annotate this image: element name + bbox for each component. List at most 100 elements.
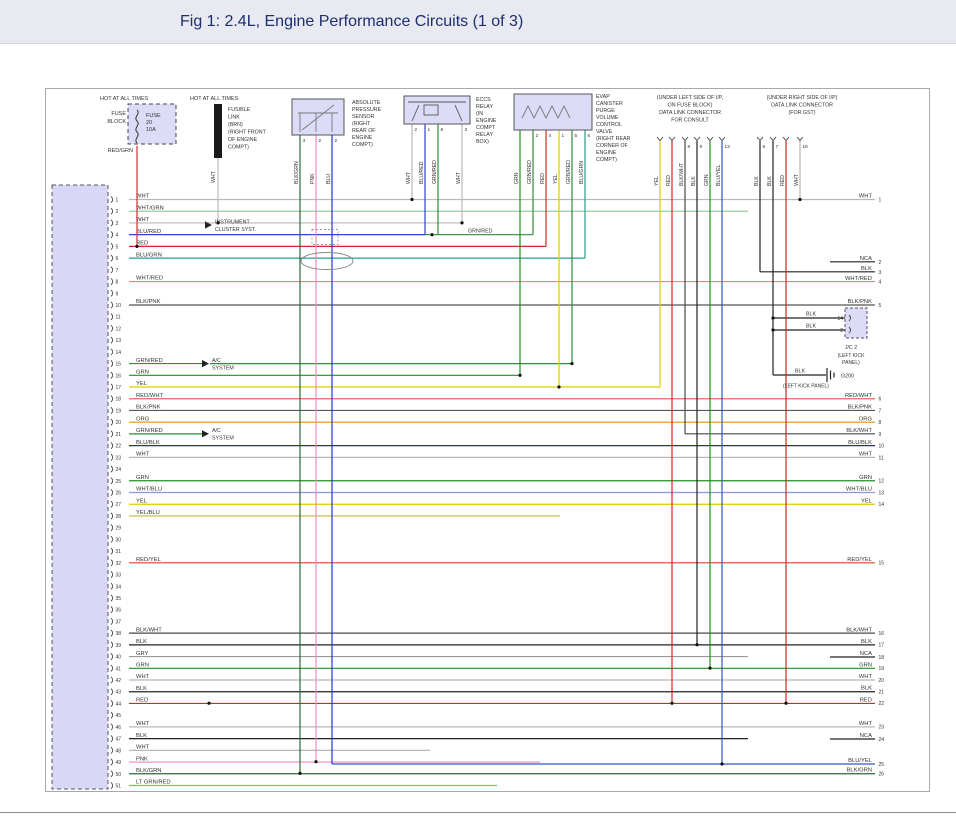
right-pin-wire-label: BLK [861, 266, 872, 272]
instrument-cluster-label: CLUSTER SYST. [215, 227, 256, 233]
left-pin-number: 36 [116, 608, 122, 614]
pin-bracket [110, 524, 114, 532]
left-pin-number: 41 [116, 666, 122, 672]
left-pin-number: 10 [116, 303, 122, 309]
left-pin-number: 45 [116, 713, 122, 719]
drop-wire-label: GRN [514, 172, 520, 184]
left-pin-wire-label: GRN [136, 370, 149, 376]
pin-bracket [110, 442, 114, 450]
left-pin-number: 21 [116, 432, 122, 438]
left-pin-number: 37 [116, 619, 122, 625]
right-pin-number: 20 [879, 678, 885, 684]
drop-wire-label: PNK [310, 173, 316, 184]
fuse-symbol-icon [135, 109, 139, 144]
pin-bracket [110, 430, 114, 438]
right-pin-number: 2 [879, 260, 882, 266]
drop-wire-label: WHT [456, 171, 462, 184]
left-pin-wire-label: PNK [136, 756, 148, 762]
left-pin-wire-label: BLK [136, 733, 147, 739]
connector-pin-tick [681, 136, 689, 142]
drop-pin-number: 4 [549, 133, 552, 139]
evap-valve-label: CORNER OF [596, 143, 629, 149]
left-pin-wire-label: GRN/RED [136, 428, 163, 434]
right-pin-wire-label: BLU/YEL [848, 758, 873, 764]
pin-bracket [110, 688, 114, 696]
right-pin-number: 25 [879, 762, 885, 768]
left-pin-wire-label: YEL/BLU [136, 510, 160, 516]
left-pin-wire-label: WHT/GRN [136, 205, 164, 211]
dlc-gst-label: (UNDER RIGHT SIDE OF I/P) [767, 95, 838, 101]
right-pin-wire-label: GRN [859, 475, 872, 481]
fuse-rating-label: FUSE [146, 113, 161, 119]
left-pin-number: 17 [116, 385, 122, 391]
left-pin-number: 15 [116, 362, 122, 368]
junction-dot [314, 760, 318, 764]
drop-pin-number: 1 [428, 127, 431, 133]
pin-bracket [848, 314, 851, 322]
left-pin-wire-label: BLU/BLK [136, 440, 160, 446]
connector-pin-tick [782, 136, 790, 142]
drop-pin-number: 6 [588, 133, 591, 139]
left-pin-number: 9 [116, 291, 119, 297]
connector-pin-tick [718, 136, 726, 142]
left-pin-number: 3 [116, 221, 119, 227]
pin-bracket [110, 348, 114, 356]
relay-coil-icon [423, 104, 439, 116]
pin-bracket [110, 266, 114, 274]
pressure-sensor-label: (RIGHT [352, 121, 371, 127]
left-pin-number: 25 [116, 479, 122, 485]
eccs-relay-label: RELAY [476, 104, 493, 110]
dlc-consult-label: ON FUSE BLOCK) [668, 103, 713, 109]
left-pin-number: 19 [116, 408, 122, 414]
left-pin-number: 30 [116, 537, 122, 543]
dlc-gst-label: (FOR GST) [788, 110, 815, 116]
jc2-name-label: J/C 2 [845, 345, 857, 351]
pin-bracket [110, 711, 114, 719]
pin-bracket [110, 301, 114, 309]
junction-dot [557, 385, 561, 389]
jc2-pin-number: 14 [837, 316, 843, 322]
pin-bracket [110, 664, 114, 672]
drop-wire-label: WHT [794, 173, 800, 186]
fusible-link-label: (BRN) [228, 122, 243, 128]
pressure-sensor-label: SENSOR [352, 114, 375, 120]
pin-bracket [110, 723, 114, 731]
right-pin-number: 26 [879, 771, 885, 777]
evap-valve-label: (RIGHT REAR [596, 136, 631, 142]
jc2-location-label: PANEL) [842, 360, 860, 366]
left-pin-number: 26 [116, 491, 122, 497]
connector-pin-tick [668, 136, 676, 142]
left-pin-wire-label: LT GRN/RED [136, 780, 171, 786]
left-pin-wire-label: WHT [136, 217, 150, 223]
connector-pin-tick [756, 136, 764, 142]
junction-dot [207, 701, 211, 705]
drop-pin-number: 5 [763, 144, 766, 150]
evap-valve-label: CONTROL [596, 122, 622, 128]
drop-wire-label: GRN/RED [432, 160, 438, 184]
left-pin-number: 33 [116, 573, 122, 579]
drop-wire-label: GRN [704, 174, 710, 186]
drop-pin-number: 2 [415, 127, 418, 133]
left-pin-number: 13 [116, 338, 122, 344]
branch-arrow-icon [202, 360, 209, 368]
right-pin-number: 9 [879, 432, 882, 438]
left-pin-wire-label: BLU/RED [136, 229, 161, 235]
pressure-sensor-label: REAR OF [352, 128, 376, 134]
evap-valve-label: ENGINE [596, 150, 617, 156]
right-pin-wire-label: WHT [859, 674, 873, 680]
right-pin-wire-label: BLK [861, 686, 872, 692]
pin-bracket [110, 582, 114, 590]
jc2-connector-box [844, 307, 868, 339]
junction-dot [695, 643, 699, 647]
right-pin-wire-label: BLU/BLK [848, 440, 872, 446]
ac-system-label: A/C [212, 428, 221, 434]
junction-dot [771, 316, 775, 320]
page-title: Fig 1: 2.4L, Engine Performance Circuits… [180, 13, 524, 30]
right-pin-wire-label: WHT/RED [845, 276, 872, 282]
eccs-relay-label: ENGINE [476, 118, 497, 124]
pin-bracket [110, 594, 114, 602]
junction-dot [784, 701, 788, 705]
fusible-link-label: FUSIBLE [228, 107, 251, 113]
drop-wire-label: GRN/RED [566, 160, 572, 184]
